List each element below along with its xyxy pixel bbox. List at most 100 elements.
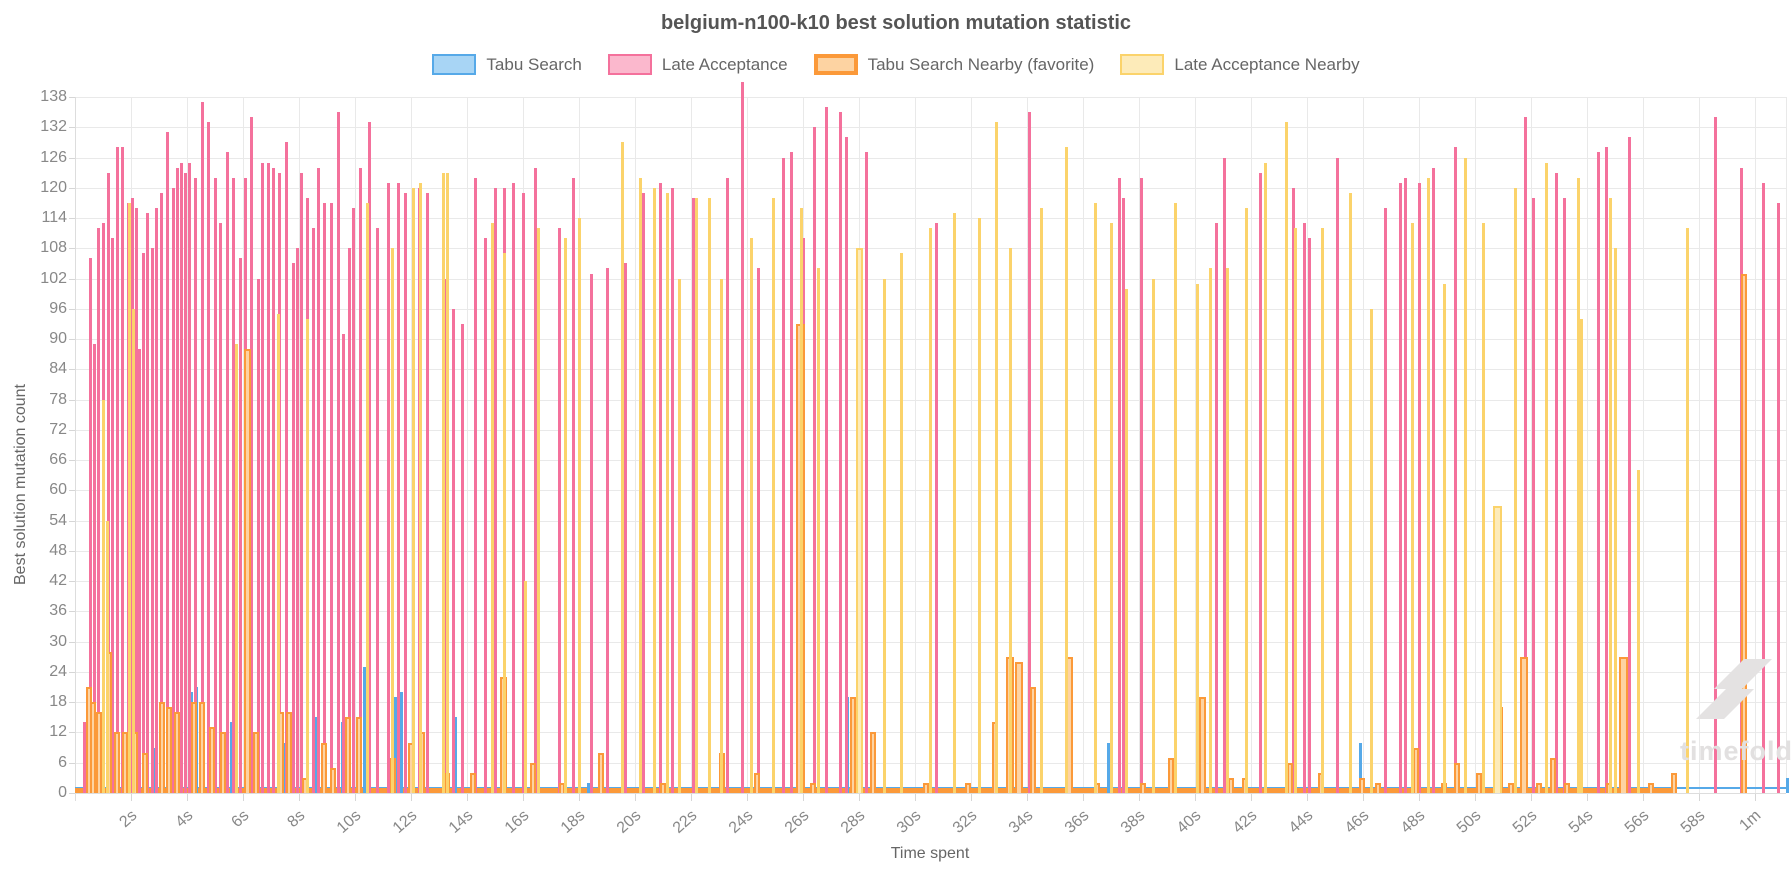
bar-late-acceptance xyxy=(201,102,204,793)
gridline-x xyxy=(355,97,356,793)
bar-late-acceptance-nearby xyxy=(1349,193,1352,793)
bar-tabu-search-nearby-favorite xyxy=(1564,783,1570,793)
bar-tabu-search xyxy=(587,783,590,793)
bar-tabu-search-nearby-favorite xyxy=(1168,758,1174,793)
bar-late-acceptance xyxy=(1223,158,1226,793)
bar-late-acceptance xyxy=(107,173,110,793)
bar-late-acceptance xyxy=(111,238,114,793)
x-tick xyxy=(915,793,916,801)
gridline-x xyxy=(1083,97,1084,793)
bar-late-acceptance-nearby xyxy=(1110,223,1113,793)
gridline-y xyxy=(75,218,1786,219)
bar-late-acceptance-nearby xyxy=(678,279,681,793)
bar-late-acceptance-nearby xyxy=(639,178,642,793)
bar-late-acceptance-nearby xyxy=(708,198,711,793)
legend-label-tabu-search-nearby-favorite: Tabu Search Nearby (favorite) xyxy=(867,54,1095,74)
bar-late-acceptance xyxy=(461,324,464,793)
bar-late-acceptance xyxy=(155,208,158,793)
gridline-x xyxy=(1363,97,1364,793)
legend-item-tabu-search[interactable]: Tabu Search xyxy=(432,54,582,75)
x-tick xyxy=(187,793,188,801)
x-tick xyxy=(1755,793,1756,801)
legend-item-late-acceptance-nearby[interactable]: Late Acceptance Nearby xyxy=(1120,54,1360,75)
bar-tabu-search-nearby-favorite xyxy=(754,773,760,793)
x-tick xyxy=(1531,793,1532,801)
bar-late-acceptance xyxy=(312,228,315,793)
gridline-x xyxy=(1699,97,1700,793)
bar-late-acceptance-nearby xyxy=(1443,284,1446,793)
bar-tabu-search-nearby-favorite xyxy=(356,717,362,793)
bar-tabu-search xyxy=(454,717,457,793)
chart-title: belgium-n100-k10 best solution mutation … xyxy=(660,12,1132,34)
bar-late-acceptance-nearby xyxy=(1514,188,1517,793)
legend-label-late-acceptance-nearby: Late Acceptance Nearby xyxy=(1174,54,1360,74)
y-tick-label: 102 xyxy=(40,270,67,287)
x-axis-title: Time spent xyxy=(890,845,970,862)
bar-late-acceptance-nearby xyxy=(1686,228,1689,793)
bar-late-acceptance xyxy=(1605,147,1608,793)
legend-swatch-late-acceptance xyxy=(607,54,652,75)
legend-label-tabu-search: Tabu Search xyxy=(486,54,582,74)
x-tick xyxy=(1251,793,1252,801)
bar-late-acceptance xyxy=(494,188,497,793)
bar-late-acceptance xyxy=(292,263,295,793)
bar-late-acceptance xyxy=(151,248,154,793)
gridline-x xyxy=(1251,97,1252,793)
bar-tabu-search-nearby-favorite xyxy=(191,702,197,793)
y-tick xyxy=(69,248,75,249)
bar-late-acceptance xyxy=(352,208,355,793)
bar-late-acceptance-nearby xyxy=(1094,203,1097,793)
bar-late-acceptance xyxy=(624,263,627,793)
bar-late-acceptance xyxy=(671,188,674,793)
bar-late-acceptance xyxy=(121,147,124,793)
bar-tabu-search-nearby-favorite xyxy=(159,702,165,793)
x-tick xyxy=(635,793,636,801)
bar-tabu-search xyxy=(314,717,317,793)
y-tick xyxy=(69,490,75,491)
y-tick xyxy=(69,430,75,431)
bar-late-acceptance xyxy=(317,168,320,793)
gridline-x xyxy=(635,97,636,793)
y-tick-label: 78 xyxy=(49,391,67,408)
bar-late-acceptance xyxy=(1118,178,1121,793)
gridline-x xyxy=(187,97,188,793)
bar-tabu-search-nearby-favorite xyxy=(1375,783,1381,793)
y-tick-label: 132 xyxy=(40,118,67,135)
bar-late-acceptance-nearby xyxy=(1196,284,1199,793)
y-tick xyxy=(69,611,75,612)
bar-late-acceptance-nearby xyxy=(491,223,494,793)
y-tick-label: 108 xyxy=(40,239,67,256)
bar-tabu-search-nearby-favorite xyxy=(142,753,148,793)
bar-late-acceptance xyxy=(83,722,86,793)
x-tick xyxy=(1419,793,1420,801)
bar-late-acceptance-nearby xyxy=(1040,208,1043,793)
gridline-x xyxy=(1027,97,1028,793)
bar-late-acceptance xyxy=(839,112,842,793)
y-tick-label: 138 xyxy=(40,88,67,105)
bar-late-acceptance xyxy=(160,193,163,793)
legend-item-tabu-search-nearby-favorite[interactable]: Tabu Search Nearby (favorite) xyxy=(813,54,1095,75)
x-tick xyxy=(411,793,412,801)
bar-late-acceptance xyxy=(135,208,138,793)
bar-late-acceptance-nearby xyxy=(391,248,394,793)
bar-tabu-search-nearby-favorite xyxy=(1413,748,1419,793)
x-tick xyxy=(1139,793,1140,801)
bar-late-acceptance xyxy=(142,253,145,793)
x-tick xyxy=(971,793,972,801)
bar-tabu-search xyxy=(394,697,397,793)
bar-late-acceptance-nearby xyxy=(1580,319,1583,793)
bar-tabu-search-nearby-favorite xyxy=(90,702,96,793)
bar-late-acceptance xyxy=(1122,198,1125,793)
bar-late-acceptance-nearby xyxy=(1614,248,1617,793)
bar-late-acceptance xyxy=(146,213,149,793)
chart-legend: Tabu Search Late Acceptance Tabu Search Ne… xyxy=(0,54,1792,75)
legend-swatch-tabu-search-nearby-favorite xyxy=(813,54,858,75)
y-tick xyxy=(69,793,75,794)
y-tick-label: 84 xyxy=(49,360,67,377)
bar-tabu-search-nearby-favorite xyxy=(530,763,536,793)
bar-tabu-search-nearby-favorite xyxy=(1648,783,1654,793)
legend-item-late-acceptance[interactable]: Late Acceptance xyxy=(607,54,788,75)
y-tick-label: 120 xyxy=(40,179,67,196)
bar-tabu-search xyxy=(400,692,403,793)
bar-tabu-search-nearby-favorite xyxy=(114,732,120,793)
